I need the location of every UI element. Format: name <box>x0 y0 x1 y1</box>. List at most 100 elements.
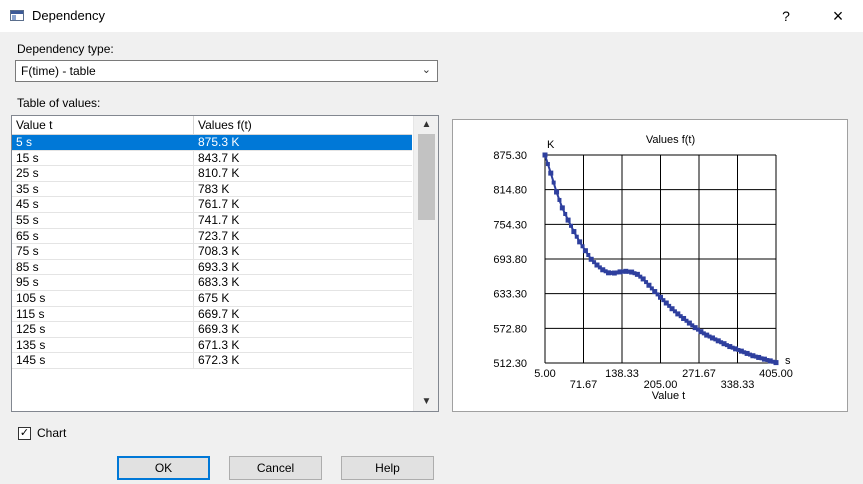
table-row[interactable]: 115 s 669.7 K <box>12 306 412 323</box>
table-row[interactable]: 5 s 875.3 K <box>12 135 412 151</box>
data-point <box>606 270 612 276</box>
data-point <box>692 325 698 331</box>
data-point <box>586 252 591 257</box>
cell-value-ft: 741.7 K <box>198 212 240 227</box>
data-point <box>690 323 695 328</box>
table-row[interactable]: 85 s 693.3 K <box>12 259 412 276</box>
cell-value-ft: 783 K <box>198 181 230 196</box>
dependency-type-label: Dependency type: <box>17 42 114 56</box>
cell-value-t: 55 s <box>16 212 39 227</box>
data-point <box>617 269 623 275</box>
data-point <box>750 353 756 359</box>
data-point <box>565 217 571 223</box>
scroll-up-icon[interactable]: ▲ <box>421 119 432 130</box>
data-point <box>542 152 548 158</box>
data-point <box>640 276 646 282</box>
chart-svg: Values f(t) Ks 875.30 814.80 754.30 693.80 633… <box>493 134 792 402</box>
data-point <box>713 337 718 342</box>
data-point <box>551 180 556 185</box>
data-point <box>771 359 776 364</box>
data-point <box>724 343 729 348</box>
title-bar: Dependency ? × <box>0 0 863 32</box>
data-point <box>759 356 764 361</box>
data-point <box>577 239 583 245</box>
cell-value-t: 95 s <box>16 275 39 290</box>
table-row[interactable]: 75 s 708.3 K <box>12 244 412 260</box>
data-point <box>661 298 666 303</box>
ok-button[interactable]: OK <box>117 456 210 480</box>
cell-value-t: 65 s <box>16 228 39 243</box>
cell-value-ft: 675 K <box>198 290 230 305</box>
y-tick-label: 693.80 <box>493 254 527 266</box>
data-point <box>626 269 631 274</box>
cancel-button[interactable]: Cancel <box>229 456 322 480</box>
data-point <box>704 332 710 338</box>
chart-checkbox[interactable]: ✓ <box>18 427 31 440</box>
y-tick-label: 875.30 <box>493 150 527 162</box>
x-tick-label: 138.33 <box>605 368 639 380</box>
cell-value-t: 25 s <box>16 166 39 181</box>
data-point <box>563 211 568 216</box>
data-point <box>669 306 675 312</box>
data-point <box>600 267 606 273</box>
table-row[interactable]: 65 s 723.7 K <box>12 228 412 245</box>
data-point <box>634 271 640 277</box>
x-tick-label: 205.00 <box>644 379 678 391</box>
values-table[interactable]: Value t Values f(t) 5 s 875.3 K 15 s 843.7 … <box>11 115 439 412</box>
table-row[interactable]: 25 s 810.7 K <box>12 166 412 182</box>
close-icon[interactable]: × <box>832 6 844 26</box>
y-unit-label: K <box>547 139 555 151</box>
data-point <box>767 358 773 364</box>
help-button[interactable]: Help <box>341 456 434 480</box>
table-body: 5 s 875.3 K 15 s 843.7 K 25 s 810.7 K 35 s 783 … <box>12 135 412 369</box>
checkmark-icon: ✓ <box>19 427 30 439</box>
data-point <box>727 344 733 350</box>
table-row[interactable]: 55 s 741.7 K <box>12 212 412 229</box>
scroll-thumb[interactable] <box>418 134 435 220</box>
table-row[interactable]: 125 s 669.3 K <box>12 322 412 338</box>
y-tick-label: 572.80 <box>493 323 527 335</box>
data-point <box>765 358 770 363</box>
data-point <box>652 289 658 295</box>
cell-value-t: 45 s <box>16 197 39 212</box>
dependency-type-select[interactable]: F(time) - table ⌄ <box>15 60 438 82</box>
data-point <box>744 350 750 356</box>
table-header: Value t Values f(t) <box>12 116 412 135</box>
data-point <box>730 345 735 350</box>
chevron-down-icon: ⌄ <box>421 64 431 76</box>
column-header-values-ft[interactable]: Values f(t) <box>198 118 252 132</box>
table-label: Table of values: <box>17 96 101 110</box>
table-row[interactable]: 95 s 683.3 K <box>12 275 412 291</box>
y-tick-label: 512.30 <box>493 358 527 370</box>
data-point <box>701 331 706 336</box>
data-point <box>742 350 747 355</box>
data-point <box>773 360 779 366</box>
cell-value-ft: 708.3 K <box>198 244 240 259</box>
data-point <box>658 294 663 300</box>
table-row[interactable]: 135 s 671.3 K <box>12 337 412 354</box>
data-point <box>615 270 620 275</box>
window-title: Dependency <box>32 8 105 23</box>
cell-value-ft: 875.3 K <box>198 135 240 149</box>
y-tick-label: 633.30 <box>493 289 527 301</box>
table-scrollbar[interactable]: ▲ ▼ <box>413 116 438 411</box>
x-axis-label: Value t <box>652 390 685 402</box>
data-point <box>715 338 721 344</box>
column-header-value-t[interactable]: Value t <box>16 118 53 132</box>
scroll-down-icon[interactable]: ▼ <box>421 396 432 407</box>
y-tick-label: 814.80 <box>493 185 527 197</box>
cell-value-t: 115 s <box>16 306 45 321</box>
data-point <box>719 340 724 345</box>
data-point <box>594 262 600 268</box>
data-point <box>588 256 594 262</box>
table-row[interactable]: 15 s 843.7 K <box>12 150 412 167</box>
data-point <box>663 300 669 306</box>
table-row[interactable]: 45 s 761.7 K <box>12 197 412 213</box>
help-icon[interactable]: ? <box>782 8 790 24</box>
table-row[interactable]: 105 s 675 K <box>12 290 412 307</box>
data-point <box>709 335 715 341</box>
table-row[interactable]: 145 s 672.3 K <box>12 353 412 369</box>
table-row[interactable]: 35 s 783 K <box>12 181 412 198</box>
data-point <box>655 292 660 297</box>
data-point <box>582 248 588 254</box>
